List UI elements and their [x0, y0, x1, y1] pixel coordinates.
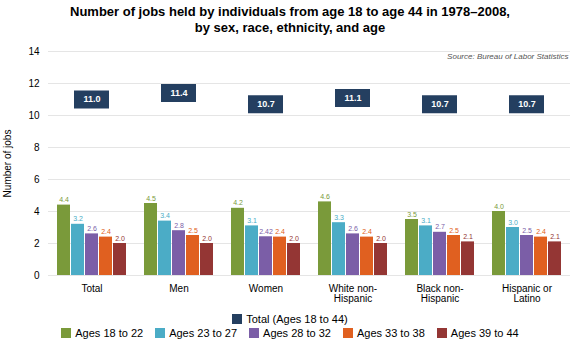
html-text:Ages 33 to 38: Ages 33 to 38	[356, 326, 425, 339]
svg-text:11.4: 11.4	[170, 87, 187, 97]
svg-text:2.4: 2.4	[536, 228, 546, 235]
svg-text:6: 6	[34, 173, 40, 184]
svg-text:Hispanic orLatino: Hispanic orLatino	[502, 282, 553, 303]
svg-text:4.6: 4.6	[320, 192, 330, 199]
svg-text:11.1: 11.1	[344, 92, 361, 102]
svg-text:2.5: 2.5	[449, 226, 459, 233]
html-text:Total (Ages 18 to 44): Total (Ages 18 to 44)	[246, 312, 348, 325]
svg-text:2.0: 2.0	[289, 234, 299, 241]
svg-text:2.4: 2.4	[101, 228, 111, 235]
svg-text:3.2: 3.2	[73, 215, 83, 222]
svg-text:Total: Total	[81, 282, 102, 293]
svg-text:4.4: 4.4	[59, 196, 69, 203]
html-text:Ages 18 to 22: Ages 18 to 22	[75, 326, 144, 339]
svg-text:0: 0	[34, 269, 40, 280]
svg-text:2.1: 2.1	[550, 232, 560, 239]
svg-text:14: 14	[28, 45, 40, 56]
svg-text:10: 10	[28, 109, 40, 120]
svg-text:3.4: 3.4	[160, 212, 170, 219]
svg-text:2.0: 2.0	[202, 234, 212, 241]
svg-text:12: 12	[28, 77, 40, 88]
svg-text:3.0: 3.0	[508, 218, 518, 225]
svg-text:Men: Men	[169, 282, 188, 293]
svg-text:2.5: 2.5	[522, 226, 532, 233]
svg-text:3.5: 3.5	[407, 210, 417, 217]
svg-text:2.4: 2.4	[275, 228, 285, 235]
svg-text:Number of jobs: Number of jobs	[2, 129, 13, 197]
svg-text:10.7: 10.7	[518, 99, 536, 109]
svg-text:2.0: 2.0	[115, 234, 125, 241]
svg-text:2.42: 2.42	[259, 227, 273, 234]
svg-text:4.0: 4.0	[494, 202, 504, 209]
svg-text:10.7: 10.7	[431, 99, 449, 109]
svg-text:4.5: 4.5	[146, 194, 156, 201]
html-text:Ages 28 to 32: Ages 28 to 32	[263, 326, 331, 339]
html-text:Ages 23 to 27: Ages 23 to 27	[169, 326, 237, 339]
svg-text:Women: Women	[249, 282, 283, 293]
svg-text:3.1: 3.1	[247, 216, 257, 223]
svg-text:3.1: 3.1	[421, 216, 431, 223]
svg-text:2: 2	[34, 237, 40, 248]
svg-text:4.2: 4.2	[233, 199, 243, 206]
svg-text:Source: Bureau of Labor Statis: Source: Bureau of Labor Statistics	[447, 52, 568, 61]
svg-text:White non-Hispanic: White non-Hispanic	[329, 282, 377, 303]
svg-text:3.3: 3.3	[334, 213, 344, 220]
svg-text:2.6: 2.6	[87, 224, 97, 231]
svg-text:2.4: 2.4	[362, 228, 372, 235]
svg-text:8: 8	[34, 141, 40, 152]
html-text:Ages 39 to 44: Ages 39 to 44	[450, 326, 519, 339]
svg-text:10.7: 10.7	[257, 99, 275, 109]
svg-text:Black non-Hispanic: Black non-Hispanic	[416, 282, 463, 303]
svg-text:2.5: 2.5	[188, 226, 198, 233]
svg-text:11.0: 11.0	[83, 94, 100, 104]
html-text:Number of jobs held by individ: Number of jobs held by individuals from …	[70, 4, 510, 36]
svg-text:4: 4	[34, 205, 40, 216]
svg-text:2.7: 2.7	[435, 223, 445, 230]
svg-text:2.8: 2.8	[174, 221, 184, 228]
svg-text:2.1: 2.1	[463, 232, 473, 239]
svg-text:2.6: 2.6	[348, 224, 358, 231]
svg-text:2.0: 2.0	[376, 234, 386, 241]
